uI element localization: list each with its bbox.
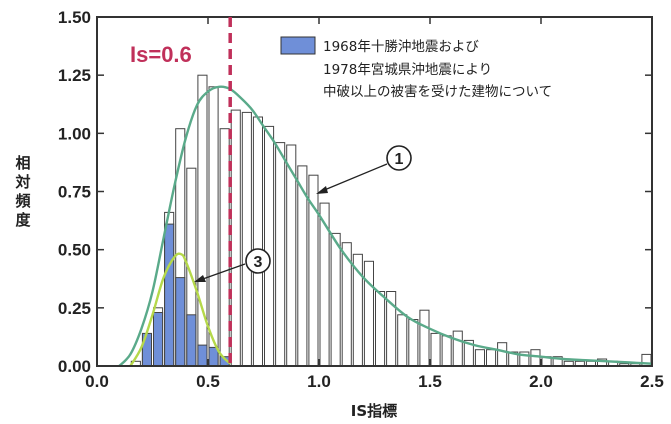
all-bar — [230, 109, 241, 367]
ticks-layer: 0.0 0.5 1.0 1.5 2.0 2.5 0.00 0.25 0.50 0.75 1.00 1.… — [58, 8, 664, 391]
callout-1-arrow — [321, 163, 388, 192]
all-bar — [419, 309, 430, 367]
curves-layer — [118, 85, 653, 367]
x-tick-label: 1.0 — [307, 372, 331, 391]
x-tick-label: 0.5 — [196, 372, 220, 391]
y-tick-label: 0.25 — [58, 299, 91, 318]
all-bar — [330, 232, 341, 367]
y-tick-label: 0.75 — [58, 183, 91, 202]
fit-curve-3 — [129, 252, 232, 367]
damaged-bar — [186, 314, 197, 367]
all-bar — [474, 349, 485, 367]
callout-1-number: 1 — [395, 151, 404, 168]
damaged-bar — [197, 344, 208, 367]
callout-1-circle — [386, 145, 412, 171]
callout-1: 1 — [316, 145, 412, 194]
all-bar — [375, 291, 386, 367]
x-tick-label: 2.0 — [529, 372, 553, 391]
all-bar — [208, 86, 219, 367]
callout-3: 3 — [194, 248, 271, 282]
x-axis-title: IS指標 — [351, 402, 397, 420]
all-bar — [219, 128, 230, 367]
y-tick-label: 0.50 — [58, 241, 91, 260]
all-bar — [430, 332, 441, 367]
damaged-bar — [153, 312, 164, 367]
y-axis-title: 相対頻度 — [14, 154, 31, 229]
x-tick-label: 0.0 — [85, 372, 109, 391]
x-tick-label: 1.5 — [418, 372, 442, 391]
all-bar — [252, 116, 263, 367]
callout-3-circle — [245, 248, 271, 274]
legend-line-3: 中破以上の被害を受けた建物について — [323, 84, 552, 100]
all-bar — [397, 314, 408, 367]
callout-3-arrow — [199, 263, 246, 281]
bars-layer — [130, 74, 652, 367]
y-tick-label: 1.50 — [58, 8, 91, 27]
fit-curve-1 — [118, 85, 653, 367]
threshold-label: Is=0.6 — [130, 42, 192, 67]
damaged-bar — [175, 277, 186, 367]
all-bar — [241, 111, 252, 367]
all-bar — [264, 125, 275, 367]
all-bar — [275, 142, 286, 367]
legend: 1968年十勝沖地震および 1978年宮城県沖地震により 中破以上の被害を受けた… — [280, 36, 552, 100]
all-bar — [441, 335, 452, 367]
all-bar — [486, 349, 497, 367]
all-bar — [530, 349, 541, 367]
callout-1-arrowhead — [316, 186, 328, 194]
legend-line-1: 1968年十勝沖地震および — [323, 39, 479, 55]
y-tick-label: 1.25 — [58, 66, 91, 85]
callout-3-arrowhead — [194, 275, 206, 282]
plot-frame — [96, 16, 653, 367]
all-bar — [497, 342, 508, 367]
damaged-bar — [164, 223, 175, 367]
legend-line-2: 1978年宮城県沖地震により — [323, 62, 492, 78]
all-bar — [363, 260, 374, 367]
legend-swatch — [280, 36, 316, 55]
all-bar — [452, 330, 463, 367]
all-bar — [408, 319, 419, 367]
y-tick-label: 1.00 — [58, 124, 91, 143]
y-tick-label: 0.00 — [58, 357, 91, 376]
callout-3-number: 3 — [254, 254, 263, 271]
x-tick-label: 2.5 — [640, 372, 664, 391]
